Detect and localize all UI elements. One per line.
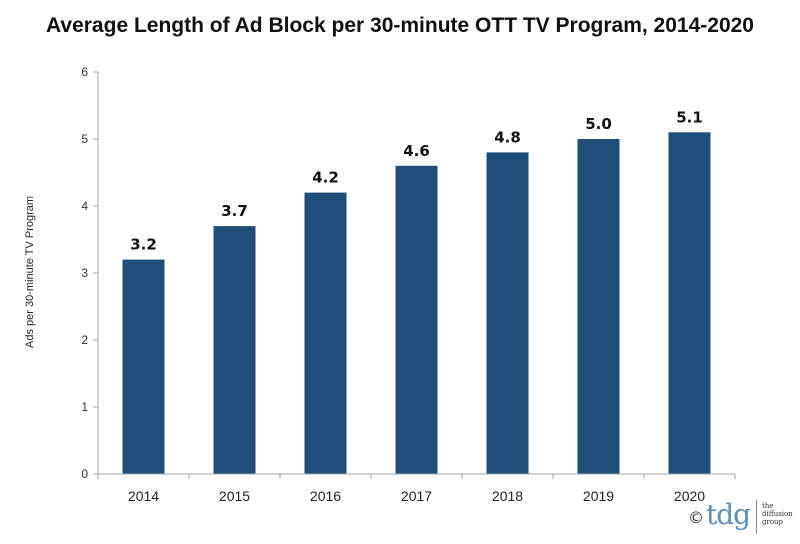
bar [668,132,711,475]
chart-title: Average Length of Ad Block per 30-minute… [46,14,754,37]
x-tick-label: 2014 [128,488,159,504]
y-tick-label: 4 [81,199,88,213]
y-tick-label: 3 [81,266,88,280]
data-label: 4.6 [403,142,430,160]
bar [122,259,165,474]
brand-small-line: the [762,502,774,510]
bar [395,165,438,475]
copyright-symbol: © [688,508,704,527]
y-tick-label: 0 [81,467,88,481]
data-label: 5.0 [585,115,612,133]
brand-footer: © tdg the diffusion group [680,494,800,544]
x-axis: 2014 2015 2016 2017 2018 2019 2020 [97,473,736,504]
data-label: 4.2 [312,169,339,187]
brand-logo: tdg [706,498,751,531]
bars [122,132,711,475]
value-labels: 3.2 3.7 4.2 4.6 4.8 5.0 5.1 [130,108,703,253]
brand-name-small: the diffusion group [762,502,793,526]
x-tick-label: 2019 [583,488,614,504]
bar [304,192,347,474]
y-axis: 0 1 2 3 4 5 6 [81,65,99,481]
x-tick-label: 2020 [674,488,705,504]
y-tick-label: 6 [81,65,88,79]
data-label: 3.7 [221,202,248,220]
bar [486,152,529,474]
data-label: 4.8 [494,128,521,146]
brand-small-line: group [762,518,784,526]
x-tick-label: 2016 [310,488,341,504]
bar [213,226,256,474]
y-tick-label: 5 [81,132,88,146]
y-axis-label: Ads per 30-minute TV Program [24,196,36,348]
x-tick-label: 2015 [219,488,250,504]
x-tick-label: 2018 [492,488,523,504]
data-label: 3.2 [130,236,157,254]
brand-divider [756,500,757,534]
brand-small-line: diffusion [762,510,793,518]
bar [577,139,620,474]
data-label: 5.1 [676,108,703,126]
y-tick-label: 2 [81,333,88,347]
y-tick-label: 1 [81,400,88,414]
x-tick-label: 2017 [401,488,432,504]
